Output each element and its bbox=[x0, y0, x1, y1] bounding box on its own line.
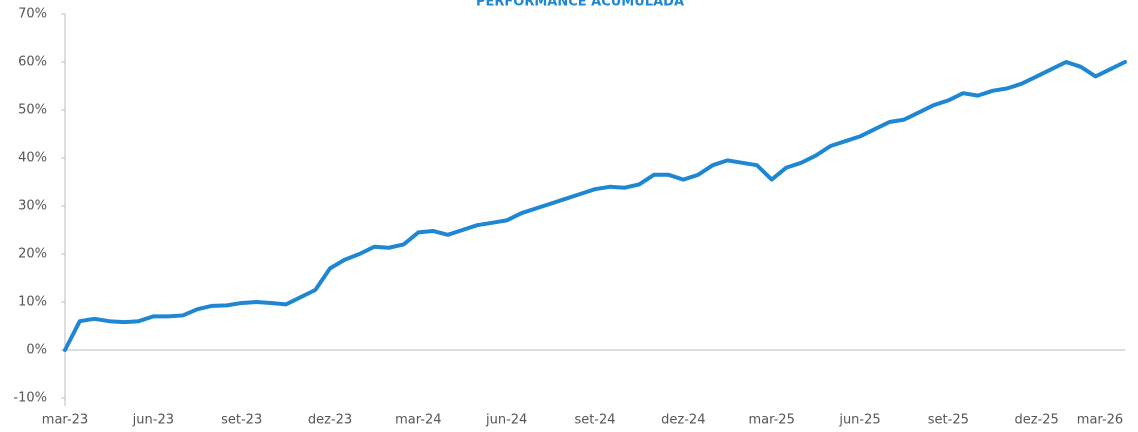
x-tick-label: set-24 bbox=[574, 413, 615, 428]
y-tick-label: 20% bbox=[18, 247, 47, 262]
x-tick-label: dez-23 bbox=[308, 413, 352, 428]
y-tick-label: -10% bbox=[13, 391, 47, 406]
x-tick-label: mar-26 bbox=[1077, 413, 1123, 428]
y-tick-label: 60% bbox=[18, 55, 47, 70]
x-tick-label: mar-24 bbox=[395, 413, 441, 428]
x-tick-label: dez-25 bbox=[1015, 413, 1059, 428]
y-tick-label: 70% bbox=[18, 7, 47, 22]
x-tick-label: set-25 bbox=[928, 413, 969, 428]
y-tick-label: 40% bbox=[18, 151, 47, 166]
y-tick-label: 30% bbox=[18, 199, 47, 214]
x-tick-label: mar-25 bbox=[748, 413, 794, 428]
x-tick-label: mar-23 bbox=[42, 413, 88, 428]
y-tick-label: 0% bbox=[26, 343, 47, 358]
chart-title: PERFORMANCE ACUMULADA bbox=[476, 0, 684, 10]
x-tick-label: jun-23 bbox=[132, 413, 174, 428]
y-tick-label: 50% bbox=[18, 103, 47, 118]
y-tick-label: 10% bbox=[18, 295, 47, 310]
x-tick-label: set-23 bbox=[221, 413, 262, 428]
line-series bbox=[63, 60, 1127, 352]
x-tick-label: dez-24 bbox=[661, 413, 705, 428]
x-tick-label: jun-24 bbox=[485, 413, 527, 428]
x-tick-label: jun-25 bbox=[838, 413, 880, 428]
